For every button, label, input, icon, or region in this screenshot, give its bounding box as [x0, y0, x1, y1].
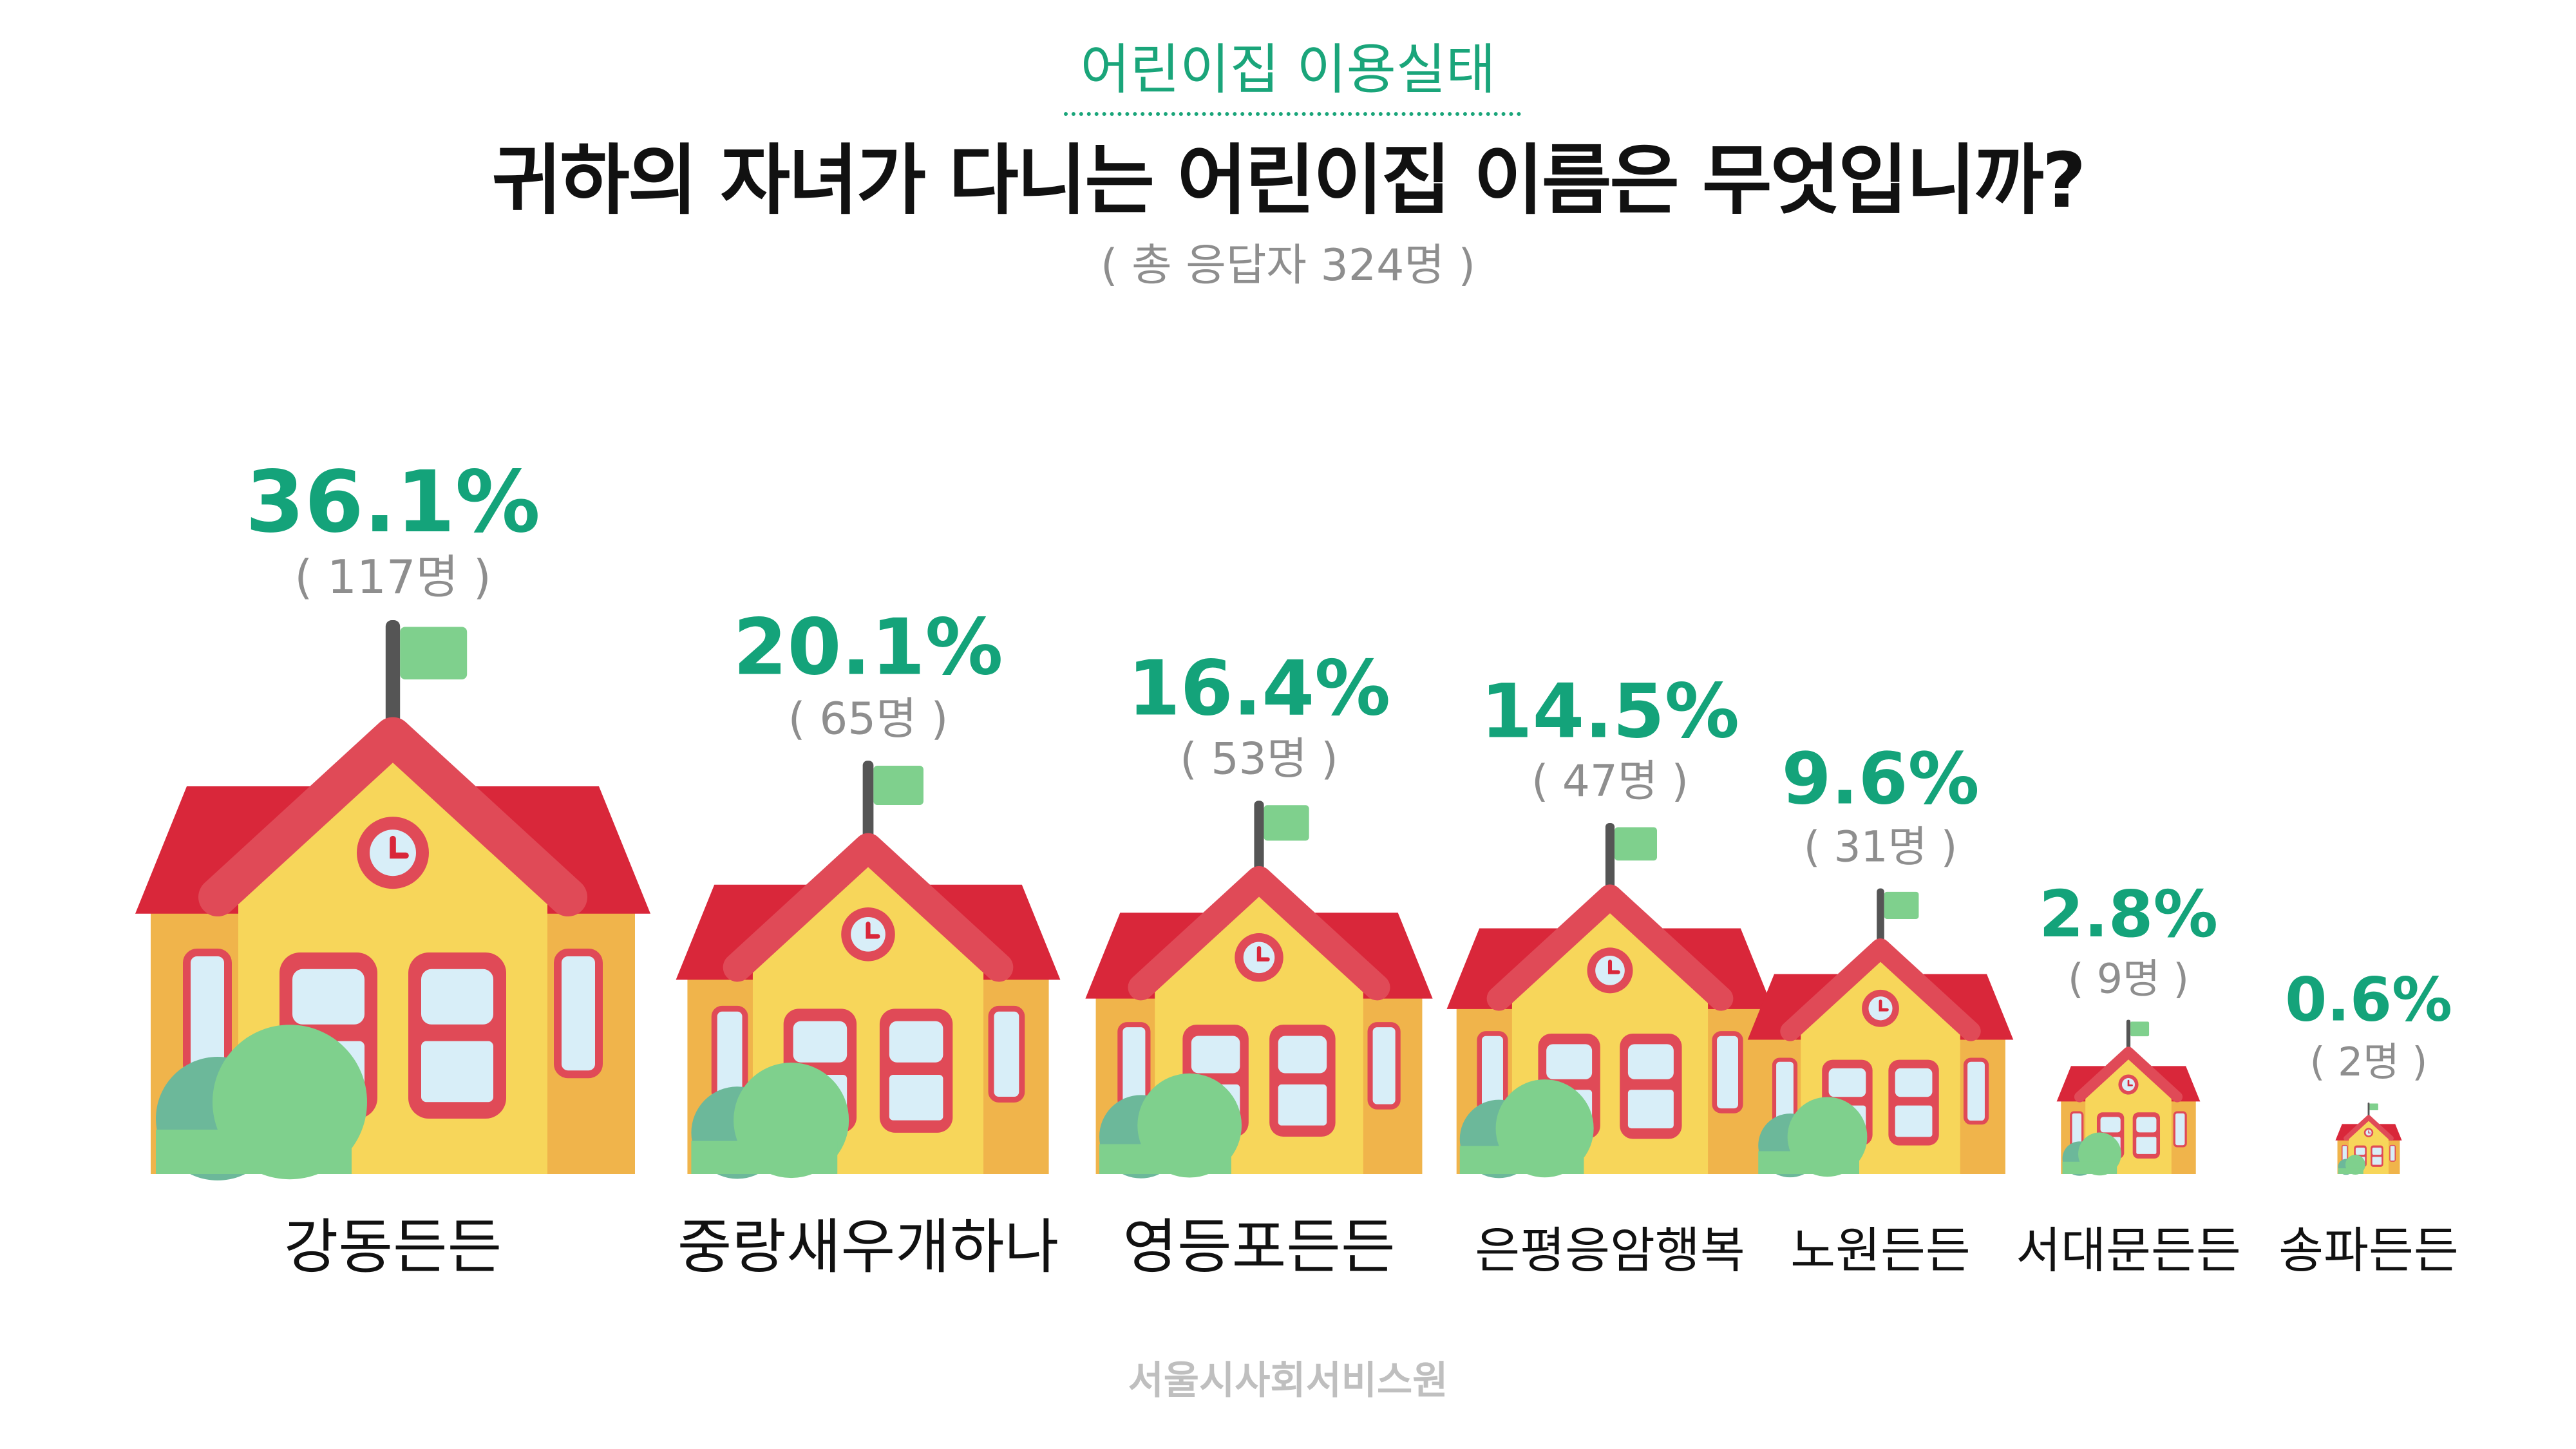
house-mark — [1446, 822, 1774, 1179]
category-label: 노원든든 — [1790, 1222, 1971, 1279]
category-label: 중랑새우개하나 — [677, 1213, 1059, 1282]
percent-label: 16.4% — [1128, 644, 1390, 732]
house-mark — [135, 620, 650, 1180]
category-label: 영등포든든 — [1122, 1213, 1395, 1282]
house-mark — [1747, 888, 2014, 1178]
category-label: 서대문든든 — [2016, 1222, 2241, 1279]
percent-label: 20.1% — [733, 602, 1003, 692]
category-label: 송파든든 — [2278, 1222, 2459, 1279]
footer-organization: 서울시사회서비스원 — [1128, 1358, 1448, 1403]
count-label: ( 2명 ) — [2310, 1039, 2428, 1085]
count-label: ( 117명 ) — [294, 550, 491, 604]
category-label: 강동든든 — [284, 1213, 502, 1282]
percent-label: 36.1% — [245, 453, 540, 552]
percent-label: 9.6% — [1782, 737, 1980, 820]
percent-label: 2.8% — [2039, 876, 2218, 952]
count-label: ( 53명 ) — [1180, 734, 1338, 784]
house-mark — [1085, 800, 1433, 1179]
count-label: ( 65명 ) — [788, 693, 949, 744]
count-label: ( 47명 ) — [1531, 755, 1689, 806]
percent-label: 14.5% — [1481, 668, 1739, 755]
percent-label: 0.6% — [2285, 965, 2452, 1036]
count-label: ( 31명 ) — [1804, 822, 1958, 872]
house-mark — [676, 761, 1061, 1179]
survey-category: 어린이집 이용실태 — [1080, 38, 1496, 101]
house-mark — [2056, 1019, 2201, 1176]
respondent-total: ( 총 응답자 324명 ) — [1100, 240, 1476, 291]
category-label: 은평응암행복 — [1475, 1222, 1745, 1279]
category-underline — [1064, 112, 1521, 116]
chart-title: 귀하의 자녀가 다니는 어린이집 이름은 무엇입니까? — [491, 136, 2087, 225]
house-mark — [2335, 1103, 2402, 1175]
count-label: ( 9명 ) — [2068, 954, 2189, 1002]
